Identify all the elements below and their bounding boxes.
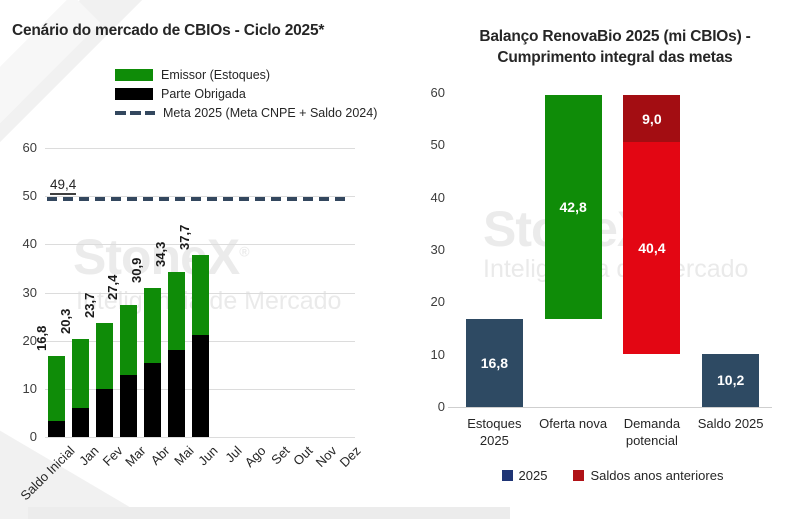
legend-label: Emissor (Estoques) [161, 67, 271, 82]
c2-ytick-label: 20 [430, 294, 445, 310]
right-chart-title: Balanço RenovaBio 2025 (mi CBIOs) - Cump… [440, 26, 790, 68]
watermark-tagline-right: Inteligência de Mercado [483, 255, 749, 283]
c1-bar-emissor-estoques [143, 288, 161, 364]
c1-total-label: 23,7 [81, 292, 97, 318]
meta-value-label: 49,4 [50, 177, 77, 196]
watermark-brand-left: StoneX® [73, 229, 250, 285]
legend-label: 2025 [518, 468, 548, 483]
c1-ytick-label: 30 [22, 284, 37, 300]
c2-baseline [448, 407, 772, 408]
c2-ytick-label: 50 [430, 137, 445, 153]
c1-gridline [45, 148, 355, 149]
c2-bar-value-label: 10,2 [717, 372, 745, 389]
c2-xtick-label: Saldo 2025 [691, 415, 770, 432]
bottom-strip [28, 507, 510, 519]
c1-bar-emissor-estoques [96, 322, 114, 389]
c2-xtick-label: Estoques 2025 [455, 415, 534, 449]
c2-xtick-label: Demanda potencial [613, 415, 692, 449]
c2-bar-value-label: 40,4 [638, 239, 666, 256]
c2-ytick-label: 60 [430, 85, 445, 100]
c1-bar-parte-obrigada [143, 363, 161, 437]
c1-bar-parte-obrigada [72, 407, 90, 437]
c1-total-label: 27,4 [105, 274, 121, 301]
c1-bar-parte-obrigada [167, 350, 185, 437]
c1-ytick-label: 20 [22, 332, 37, 348]
c1-bar-emissor-estoques [191, 255, 209, 336]
c1-total-label: 20,3 [57, 308, 73, 335]
c1-ytick-label: 40 [22, 236, 37, 252]
c2-xtick-line: 2025 [479, 433, 509, 448]
legend-row: Parte Obrigada [115, 84, 377, 103]
c2-xtick-label: Oferta nova [534, 415, 613, 432]
legend-item: 2025 [501, 468, 548, 483]
c2-xtick-line: Saldo 2025 [697, 416, 764, 431]
c2-bar-segment: 16,8 [465, 319, 523, 407]
c2-xtick-line: Demanda [623, 416, 681, 431]
c1-ytick-label: 10 [22, 380, 37, 396]
c1-gridline [45, 244, 355, 246]
legend-swatch-black [115, 87, 153, 100]
c1-bar-emissor-estoques [119, 305, 137, 375]
c2-xtick-line: Oferta nova [539, 416, 608, 431]
c2-bar-segment: 40,4 [623, 142, 681, 354]
c2-xtick-line: Estoques [467, 416, 522, 431]
c1-bar-parte-obrigada [191, 335, 209, 437]
c1-total-label: 30,9 [129, 257, 145, 284]
c2-bar-value-label: 16,8 [480, 355, 508, 372]
c1-ytick-label: 50 [22, 188, 37, 204]
legend-row: Emissor (Estoques) [115, 65, 377, 84]
c1-bar-parte-obrigada [119, 374, 137, 437]
c1-ytick-label: 60 [22, 140, 37, 155]
c2-xtick-line: potencial [625, 433, 678, 448]
meta-dashed-line [47, 197, 345, 202]
c1-bar-emissor-estoques [167, 271, 185, 351]
left-chart-legend: Emissor (Estoques) Parte Obrigada Meta 202… [115, 65, 377, 122]
legend-swatch-dashed-line [115, 110, 155, 115]
c1-total-label: 37,7 [177, 225, 192, 251]
c1-ytick-label: 0 [29, 429, 37, 444]
legend-swatch-red-saldos [573, 470, 585, 481]
c2-bar-value-label: 42,8 [559, 199, 587, 216]
legend-label: Parte Obrigada [161, 86, 246, 101]
c2-ytick-label: 10 [430, 346, 445, 362]
c1-bar-parte-obrigada [48, 420, 66, 437]
legend-label: Meta 2025 (Meta CNPE + Saldo 2024) [163, 105, 378, 120]
legend-swatch-navy-2025 [501, 470, 513, 481]
legend-swatch-green [115, 68, 153, 81]
right-chart-title-line2: Cumprimento integral das metas [497, 49, 733, 66]
legend-label: Saldos anos anteriores [590, 468, 724, 483]
c1-gridline [45, 437, 355, 438]
c1-total-label: 34,3 [153, 241, 169, 267]
c1-bar-parte-obrigada [96, 388, 114, 437]
right-chart-title-line1: Balanço RenovaBio 2025 (mi CBIOs) - [479, 28, 751, 45]
legend-item: Saldos anos anteriores [573, 468, 723, 483]
c2-ytick-label: 40 [430, 189, 445, 205]
c1-bar-emissor-estoques [48, 356, 66, 421]
c2-bar-value-label: 9,0 [642, 110, 662, 127]
c2-ytick-label: 30 [430, 242, 445, 257]
c2-bar-segment: 42,8 [544, 95, 602, 320]
right-chart-plot-area: 16,8 42,8 40,4 9,0 10,2 [455, 93, 770, 407]
c1-bar-emissor-estoques [72, 339, 90, 408]
left-chart-plot-area: 16,8 20,3 23,7 27,4 30,9 34,3 37,7 49,4 [34, 148, 355, 438]
c1-gridline [45, 196, 355, 198]
c2-bar-segment: 9,0 [623, 95, 681, 143]
right-chart-legend: 2025 Saldos anos anteriores [455, 468, 770, 483]
legend-row: Meta 2025 (Meta CNPE + Saldo 2024) [115, 103, 377, 122]
c2-ytick-label: 0 [437, 399, 445, 414]
left-chart-title: Cenário do mercado de CBIOs - Ciclo 2025… [12, 22, 325, 39]
c2-bar-segment: 10,2 [702, 353, 760, 407]
